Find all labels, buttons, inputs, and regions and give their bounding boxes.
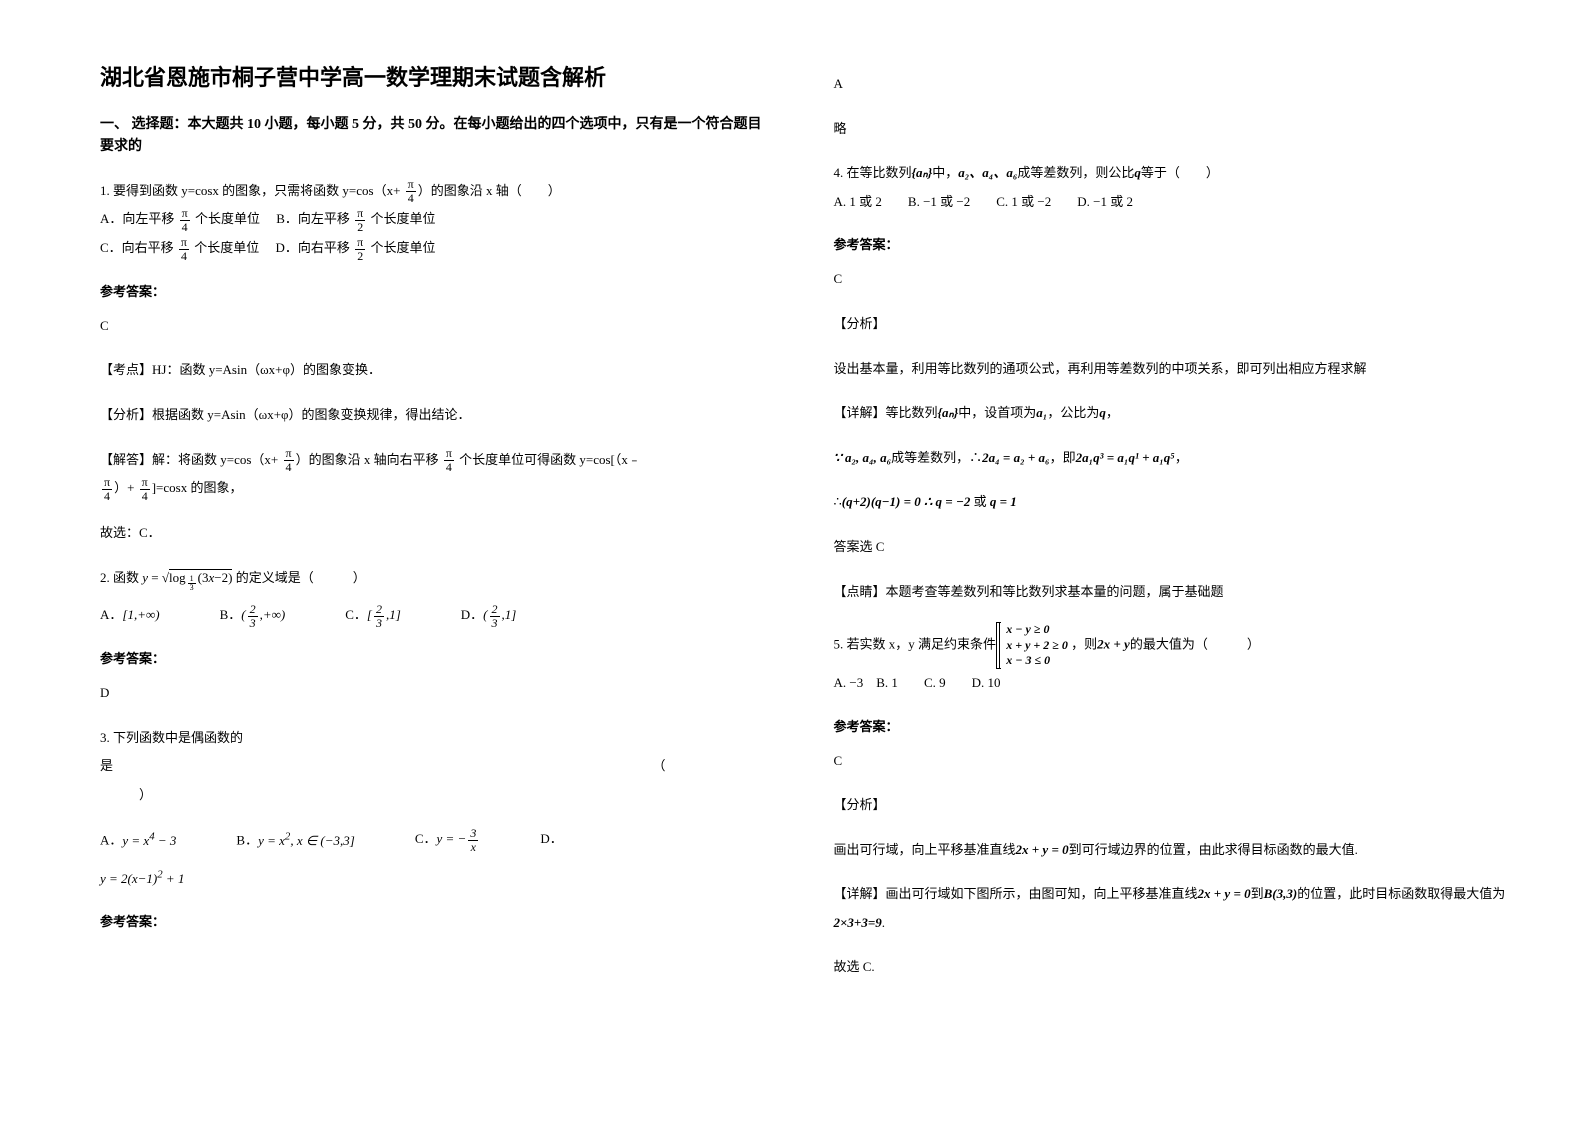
q4-ana: 设出基本量，利用等比数列的通项公式，再利用等差数列的中项关系，即可列出相应方程求… [834,355,1508,384]
q2-stem-b: 的定义域是（ ） [236,570,366,585]
q5-optA: A. −3 [834,675,864,690]
q5-optB: B. 1 [876,675,898,690]
q2-options: A．[1,+∞) B．(23,+∞) C．[23,1] D．(23,1] [100,601,774,630]
q5-answer: C [834,747,1508,776]
q1-optA-a: A．向左平移 [100,211,178,226]
q3-answer: A [834,70,1508,99]
q3-answer-label: 参考答案： [100,911,774,930]
q5-stem-a: 5. 若实数 x，y 满足约束条件 [834,637,997,652]
q3-optD: D． [540,825,562,855]
q4-an: {aₙ} [912,165,933,180]
section-header: 一、 选择题：本大题共 10 小题，每小题 5 分，共 50 分。在每小题给出的… [100,114,774,159]
q4-line2: ∵ a₂, a₄, a₆成等差数列，∴2a₄ = a₂ + a₆，即2a₁q³ … [834,444,1508,473]
q4-terms: a₂、a₄、a₆ [958,165,1017,180]
q2-answer-label: 参考答案： [100,648,774,667]
q1-optB-b: 个长度单位 [367,211,435,226]
q4-optC: C. 1 或 −2 [996,194,1051,209]
q4-tip: 【点睛】本题考查等差数列和等比数列求基本量的问题，属于基础题 [834,578,1508,607]
question-1: 1. 要得到函数 y=cosx 的图象，只需将函数 y=cos（x+ π4）的图… [100,177,774,263]
q4-optB: B. −1 或 −2 [908,194,970,209]
q1-answer: C [100,312,774,341]
q3-brief: 略 [834,115,1508,144]
q4-optD: D. −1 或 2 [1077,194,1133,209]
q1-solve: 【解答】解：将函数 y=cos（x+ π4）的图象沿 x 轴向右平移 π4 个长… [100,446,774,503]
q1-answer-label: 参考答案： [100,281,774,300]
q5-optC: C. 9 [924,675,946,690]
q2-optD: D．(23,1] [461,601,517,630]
frac-icon: π4 [140,476,150,503]
q1-optD-a: D．向右平移 [276,240,354,255]
q1-point: 【考点】HJ：函数 y=Asin（ωx+φ）的图象变换． [100,356,774,385]
q5-stem-c: 的最大值为（ ） [1130,637,1260,652]
q5-detail: 【详解】画出可行域如下图所示，由图可知，向上平移基准直线2x + y = 0到B… [834,880,1508,937]
q3-optC: C．y = −3x [415,825,481,855]
q4-detail: 【详解】等比数列{aₙ}中，设首项为a₁，公比为q， [834,399,1508,428]
question-5: 5. 若实数 x，y 满足约束条件 x − y ≥ 0 x + y + 2 ≥ … [834,622,1508,697]
q3-optB: B．y = x2, x ∈ (−3,3] [236,825,354,855]
q4-stem-c: 成等差数列，则公比 [1017,165,1134,180]
main-title: 湖北省恩施市桐子营中学高一数学理期末试题含解析 [100,60,774,92]
q4-ana-label: 【分析】 [834,310,1508,339]
q5-options: A. −3 B. 1 C. 9 D. 10 [834,669,1508,698]
q4-answer-label: 参考答案： [834,234,1508,253]
question-2: 2. 函数 y = √log13(3x−2) 的定义域是（ ） A．[1,+∞)… [100,564,774,630]
q5-answer-label: 参考答案： [834,716,1508,735]
q3-optD2: y = 2(x−1)2 + 1 [100,863,774,893]
q4-so: 答案选 C [834,533,1508,562]
q1-analysis: 【分析】根据函数 y=Asin（ωx+φ）的图象变换规律，得出结论． [100,401,774,430]
q4-line3: ∴(q+2)(q−1) = 0 ∴ q = −2 或 q = 1 [834,488,1508,517]
q5-expr: 2x + y [1097,637,1130,652]
q5-ana-label: 【分析】 [834,791,1508,820]
frac-icon: π4 [102,476,112,503]
q4-stem-d: 等于（ ） [1141,165,1219,180]
q5-so: 故选 C. [834,953,1508,982]
q4-answer: C [834,265,1508,294]
q4-options: A. 1 或 2 B. −1 或 −2 C. 1 或 −2 D. −1 或 2 [834,188,1508,217]
frac-icon: π4 [444,447,454,474]
q2-optA: A．[1,+∞) [100,601,160,630]
frac-pi4-icon: π4 [406,178,416,205]
q5-optD: D. 10 [972,675,1001,690]
q5-stem-b: ，则 [1071,637,1097,652]
frac-icon: π2 [355,236,365,263]
q1-options: A．向左平移 π4 个长度单位 B．向左平移 π2 个长度单位 C．向右平移 π… [100,205,774,262]
q4-optA: A. 1 或 2 [834,194,882,209]
q4-stem-b: 中， [932,165,958,180]
q2-optC: C．[23,1] [345,601,401,630]
q2-stem-a: 2. 函数 [100,570,142,585]
q1-so: 故选：C． [100,519,774,548]
q1-stem-a: 1. 要得到函数 y=cosx 的图象，只需将函数 y=cos（x+ [100,183,404,198]
sqrt-expr-icon: y = √log13(3x−2) [142,564,232,593]
frac-icon: π2 [355,207,365,234]
left-column: 湖北省恩施市桐子营中学高一数学理期末试题含解析 一、 选择题：本大题共 10 小… [100,60,814,1102]
q1-optC-b: 个长度单位 [191,240,259,255]
q4-stem-a: 4. 在等比数列 [834,165,912,180]
q3-options: A．y = x4 − 3 B．y = x2, x ∈ (−3,3] C．y = … [100,825,774,855]
q1-optB-a: B．向左平移 [276,211,353,226]
frac-icon: π4 [180,207,190,234]
q1-optD-b: 个长度单位 [367,240,435,255]
q1-optC-a: C．向右平移 [100,240,177,255]
q1-optA-b: 个长度单位 [192,211,260,226]
question-4: 4. 在等比数列{aₙ}中，a₂、a₄、a₆成等差数列，则公比q等于（ ） A.… [834,159,1508,216]
q1-stem-b: ）的图象沿 x 轴（ ） [418,183,561,198]
frac-icon: π4 [284,447,294,474]
q2-optB: B．(23,+∞) [220,601,286,630]
cases-icon: x − y ≥ 0 x + y + 2 ≥ 0 x − 3 ≤ 0 [999,622,1068,669]
q2-answer: D [100,679,774,708]
question-3: 3. 下列函数中是偶函数的是 （ ） A．y = x4 − 3 B．y = x2… [100,724,774,894]
q3-stem: 3. 下列函数中是偶函数的是 （ ） [100,724,774,810]
q5-ana: 画出可行域，向上平移基准直线2x + y = 0到可行域边界的位置，由此求得目标… [834,836,1508,865]
frac-icon: π4 [179,236,189,263]
q3-optA: A．y = x4 − 3 [100,825,176,855]
right-column: A 略 4. 在等比数列{aₙ}中，a₂、a₄、a₆成等差数列，则公比q等于（ … [814,60,1508,1102]
